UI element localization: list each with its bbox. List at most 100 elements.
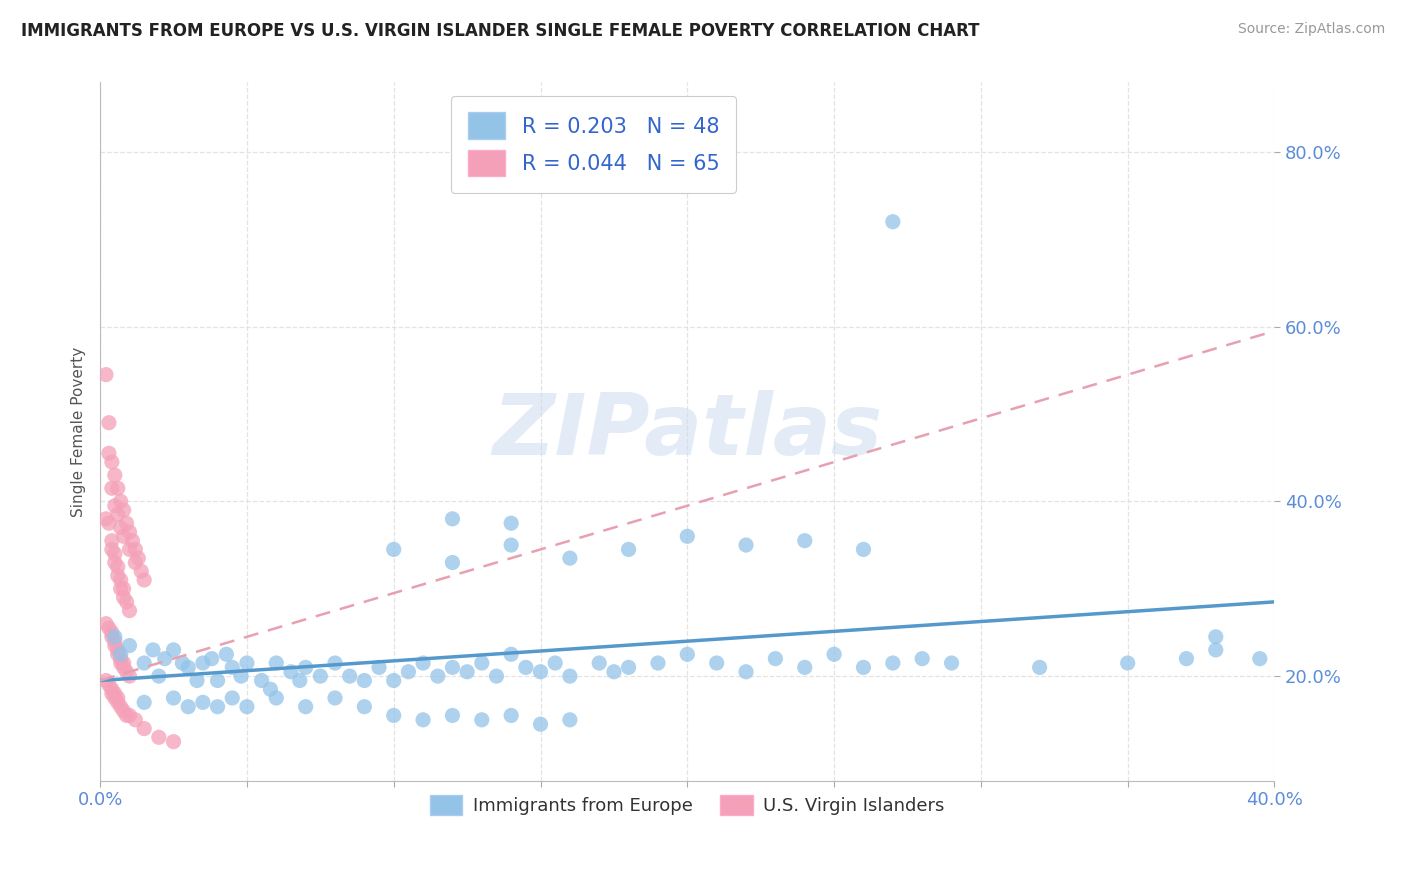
Point — [221, 660, 243, 674]
Point — [104, 468, 127, 483]
Point — [115, 595, 138, 609]
Point — [101, 481, 124, 495]
Point — [236, 699, 259, 714]
Point — [1249, 651, 1271, 665]
Point — [104, 687, 127, 701]
Point — [101, 455, 124, 469]
Point — [1205, 643, 1227, 657]
Point — [101, 533, 124, 548]
Point — [706, 656, 728, 670]
Point — [215, 648, 238, 662]
Point — [104, 499, 127, 513]
Point — [558, 551, 581, 566]
Point — [191, 695, 214, 709]
Point — [382, 673, 405, 688]
Point — [110, 648, 132, 662]
Point — [115, 665, 138, 679]
Point — [911, 651, 934, 665]
Point — [852, 660, 875, 674]
Point — [382, 708, 405, 723]
Point — [107, 643, 129, 657]
Point — [97, 621, 120, 635]
Point — [107, 560, 129, 574]
Point — [191, 656, 214, 670]
Point — [280, 665, 302, 679]
Point — [110, 494, 132, 508]
Point — [501, 648, 523, 662]
Point — [162, 643, 184, 657]
Point — [112, 591, 135, 605]
Point — [115, 708, 138, 723]
Point — [558, 713, 581, 727]
Point — [882, 656, 904, 670]
Point — [107, 648, 129, 662]
Point — [266, 656, 288, 670]
Point — [501, 516, 523, 531]
Point — [396, 665, 419, 679]
Point — [368, 660, 391, 674]
Point — [112, 582, 135, 596]
Point — [501, 538, 523, 552]
Point — [94, 512, 117, 526]
Point — [221, 690, 243, 705]
Point — [104, 556, 127, 570]
Point — [112, 660, 135, 674]
Point — [353, 699, 375, 714]
Point — [124, 713, 146, 727]
Point — [676, 529, 699, 543]
Point — [121, 533, 143, 548]
Point — [172, 656, 194, 670]
Point — [134, 722, 156, 736]
Point — [441, 512, 464, 526]
Point — [852, 542, 875, 557]
Point — [647, 656, 669, 670]
Point — [110, 520, 132, 534]
Point — [412, 713, 434, 727]
Point — [177, 699, 200, 714]
Point — [471, 656, 494, 670]
Point — [112, 503, 135, 517]
Point — [162, 734, 184, 748]
Point — [229, 669, 252, 683]
Point — [1116, 656, 1139, 670]
Point — [323, 690, 346, 705]
Point — [763, 651, 786, 665]
Point — [118, 604, 141, 618]
Point — [339, 669, 361, 683]
Point — [94, 616, 117, 631]
Point — [124, 542, 146, 557]
Point — [148, 731, 170, 745]
Text: ZIPatlas: ZIPatlas — [492, 390, 883, 473]
Point — [529, 665, 551, 679]
Point — [97, 446, 120, 460]
Point — [941, 656, 963, 670]
Point — [236, 656, 259, 670]
Point — [97, 678, 120, 692]
Point — [294, 699, 316, 714]
Point — [94, 673, 117, 688]
Point — [118, 669, 141, 683]
Point — [266, 690, 288, 705]
Point — [259, 682, 281, 697]
Point — [134, 656, 156, 670]
Point — [288, 673, 311, 688]
Point — [882, 215, 904, 229]
Point — [142, 643, 165, 657]
Point — [112, 704, 135, 718]
Point — [186, 673, 208, 688]
Legend: Immigrants from Europe, U.S. Virgin Islanders: Immigrants from Europe, U.S. Virgin Isla… — [420, 786, 953, 824]
Point — [101, 630, 124, 644]
Point — [115, 516, 138, 531]
Y-axis label: Single Female Poverty: Single Female Poverty — [72, 346, 86, 516]
Point — [101, 687, 124, 701]
Point — [207, 699, 229, 714]
Point — [162, 690, 184, 705]
Point — [118, 524, 141, 539]
Point — [110, 699, 132, 714]
Point — [412, 656, 434, 670]
Point — [294, 660, 316, 674]
Point — [110, 582, 132, 596]
Point — [129, 564, 152, 578]
Point — [104, 634, 127, 648]
Point — [793, 533, 815, 548]
